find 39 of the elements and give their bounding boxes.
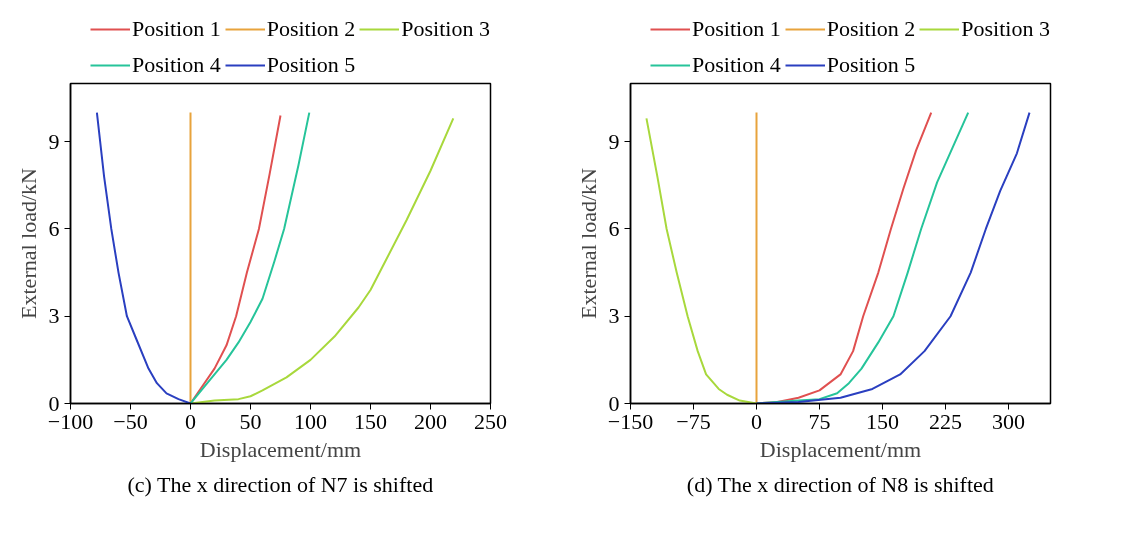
x-tick-label: 0	[185, 408, 196, 434]
text: (d) The x direction of N8 is shifted	[686, 471, 994, 497]
x-tick-label: 75	[808, 408, 831, 434]
line-series	[755, 111, 1031, 404]
legend-label: Position 5	[826, 52, 916, 78]
line-series	[645, 117, 758, 404]
x-tick-label: 50	[239, 408, 262, 434]
legend-label: Position 2	[266, 16, 356, 42]
x-tick-label: 200	[414, 408, 447, 434]
line-series	[95, 111, 192, 404]
legend-label: Position 2	[826, 16, 916, 42]
x-tick-label: −50	[113, 408, 148, 434]
y-tick-label: 9	[48, 128, 60, 154]
legend-label: Position 5	[266, 52, 356, 78]
x-axis-title: Displacement/mm	[759, 436, 922, 462]
y-axis-title: External load/kN	[15, 167, 41, 319]
legend-label: Position 1	[692, 16, 781, 42]
x-tick-label: 225	[929, 408, 962, 434]
x-tick-label: 150	[866, 408, 899, 434]
legend-label: Position 1	[132, 16, 221, 42]
x-tick-label: −75	[676, 408, 711, 434]
x-tick-label: 250	[474, 408, 507, 434]
legend-label: Position 4	[132, 52, 221, 78]
y-tick-label: 3	[608, 303, 620, 329]
legend-label: Position 3	[961, 16, 1050, 42]
x-tick-label: 300	[992, 408, 1025, 434]
legend-label: Position 3	[401, 16, 490, 42]
y-tick-label: 9	[608, 128, 620, 154]
line-series	[189, 111, 311, 404]
y-tick-label: 6	[48, 215, 60, 241]
x-tick-label: 0	[751, 408, 762, 434]
x-tick-label: 100	[294, 408, 327, 434]
legend-label: Position 4	[692, 52, 781, 78]
x-axis-title: Displacement/mm	[199, 436, 362, 462]
x-tick-label: 150	[354, 408, 387, 434]
y-tick-label: 6	[608, 215, 620, 241]
y-axis-title: External load/kN	[575, 167, 601, 319]
text: (c) The x direction of N7 is shifted	[127, 471, 434, 497]
y-tick-label: 3	[48, 303, 60, 329]
